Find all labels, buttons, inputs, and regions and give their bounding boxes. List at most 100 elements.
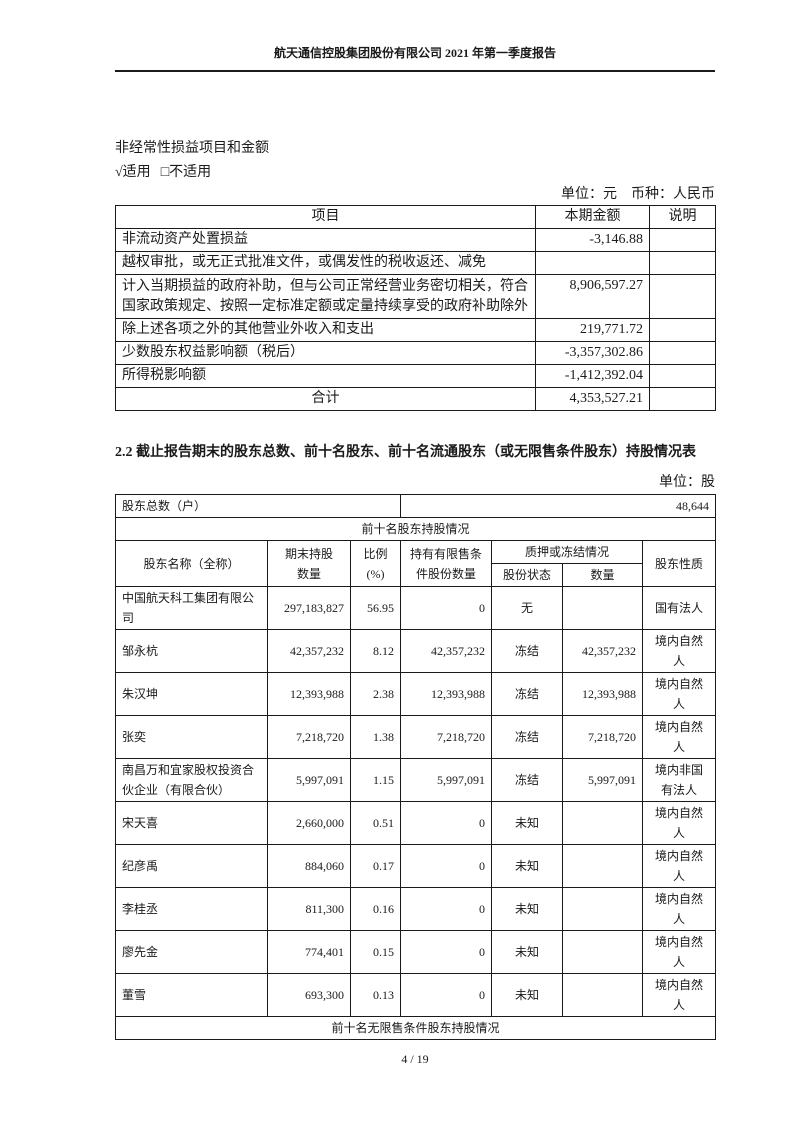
shareholder-name-cell: 南昌万和宜家股权投资合伙企业（有限合伙） bbox=[115, 758, 268, 802]
shareholder-row: 邹永杭 42,357,232 8.12 42,357,232 冻结 42,357… bbox=[115, 629, 717, 673]
shareholder-name-cell: 宋天喜 bbox=[115, 801, 268, 845]
shareholder-row: 张奕 7,218,720 1.38 7,218,720 冻结 7,218,720… bbox=[115, 715, 717, 759]
shares-cell: 297,183,827 bbox=[267, 586, 351, 630]
shareholders-table: 股东总数（户） 48,644 前十名股东持股情况 股东名称（全称） 期末持股 数… bbox=[114, 494, 717, 1040]
status-cell: 冻结 bbox=[491, 672, 564, 716]
nature-cell: 国有法人 bbox=[642, 586, 717, 630]
restricted-cell: 0 bbox=[400, 586, 493, 630]
restricted-cell: 0 bbox=[400, 887, 493, 931]
ratio-cell: 0.13 bbox=[349, 973, 402, 1017]
shareholder-row: 董雪 693,300 0.13 0 未知 境内自然人 bbox=[115, 973, 717, 1017]
shares-cell: 884,060 bbox=[267, 844, 351, 888]
nature-cell: 境内自然人 bbox=[642, 801, 717, 845]
total-label-cell: 合计 bbox=[115, 387, 536, 411]
pledge-qty-cell bbox=[562, 801, 644, 845]
table-row: 除上述各项之外的其他营业外收入和支出 219,771.72 bbox=[115, 318, 716, 342]
nonrecurring-items-table: 项目 本期金额 说明 非流动资产处置损益 -3,146.88 越权审批，或无正式… bbox=[115, 205, 716, 411]
nature-cell: 境内自然人 bbox=[642, 715, 717, 759]
restricted-cell: 0 bbox=[400, 973, 493, 1017]
column-header-restricted-shares: 持有有限售条 件股份数量 bbox=[400, 540, 493, 587]
shareholder-name-cell: 李桂丞 bbox=[115, 887, 268, 931]
shares-cell: 42,357,232 bbox=[267, 629, 351, 673]
note-cell bbox=[649, 387, 716, 411]
column-header-item: 项目 bbox=[115, 205, 536, 229]
pledge-qty-cell: 5,997,091 bbox=[562, 758, 644, 802]
nonrecurring-section-heading: 非经常性损益项目和金额 bbox=[115, 141, 269, 156]
checked-applicable-option: √适用 bbox=[115, 165, 151, 180]
shareholder-row: 李桂丞 811,300 0.16 0 未知 境内自然人 bbox=[115, 887, 717, 931]
shareholder-name-cell: 张奕 bbox=[115, 715, 268, 759]
table-total-row: 合计 4,353,527.21 bbox=[115, 387, 716, 411]
amount-cell: 8,906,597.27 bbox=[535, 274, 650, 319]
pledge-qty-cell bbox=[562, 844, 644, 888]
ratio-cell: 0.15 bbox=[349, 930, 402, 974]
shareholder-row: 南昌万和宜家股权投资合伙企业（有限合伙） 5,997,091 1.15 5,99… bbox=[115, 758, 717, 802]
pledge-qty-cell: 12,393,988 bbox=[562, 672, 644, 716]
pledge-qty-cell bbox=[562, 586, 644, 630]
table-row: 计入当期损益的政府补助，但与公司正常经营业务密切相关，符合国家政策规定、按照一定… bbox=[115, 274, 716, 319]
note-cell bbox=[649, 318, 716, 342]
table-header-row: 股东名称（全称） 期末持股 数量 比例 (%) 持有有限售条 件股份数量 质押或… bbox=[115, 540, 717, 587]
restricted-cell: 0 bbox=[400, 801, 493, 845]
amount-cell bbox=[535, 251, 650, 275]
nature-cell: 境内非国有法人 bbox=[642, 758, 717, 802]
pledge-qty-cell bbox=[562, 973, 644, 1017]
item-cell: 除上述各项之外的其他营业外收入和支出 bbox=[115, 318, 536, 342]
pledge-qty-cell bbox=[562, 887, 644, 931]
nature-cell: 境内自然人 bbox=[642, 672, 717, 716]
page-header: 航天通信控股集团股份有限公司 2021 年第一季度报告 bbox=[115, 46, 715, 72]
item-cell: 所得税影响额 bbox=[115, 364, 536, 388]
page-header-title: 航天通信控股集团股份有限公司 2021 年第一季度报告 bbox=[273, 46, 556, 60]
unchecked-not-applicable-option: □不适用 bbox=[160, 165, 212, 180]
note-cell bbox=[649, 364, 716, 388]
unit-note-shares: 单位：股 bbox=[659, 475, 715, 490]
status-cell: 未知 bbox=[491, 930, 564, 974]
column-header-note: 说明 bbox=[649, 205, 716, 229]
column-header-shareholder-name: 股东名称（全称） bbox=[115, 540, 268, 587]
shareholder-row: 朱汉坤 12,393,988 2.38 12,393,988 冻结 12,393… bbox=[115, 672, 717, 716]
status-cell: 冻结 bbox=[491, 715, 564, 759]
restricted-cell: 0 bbox=[400, 930, 493, 974]
note-cell bbox=[649, 274, 716, 319]
column-header-shares-held: 期末持股 数量 bbox=[267, 540, 351, 587]
shareholder-name-cell: 邹永杭 bbox=[115, 629, 268, 673]
note-cell bbox=[649, 228, 716, 252]
ratio-cell: 2.38 bbox=[349, 672, 402, 716]
item-cell: 非流动资产处置损益 bbox=[115, 228, 536, 252]
shareholder-name-cell: 中国航天科工集团有限公司 bbox=[115, 586, 268, 630]
unit-note-cny: 单位：元 币种：人民币 bbox=[561, 187, 715, 202]
unrestricted-banner: 前十名无限售条件股东持股情况 bbox=[114, 1016, 717, 1040]
amount-cell: -1,412,392.04 bbox=[535, 364, 650, 388]
unrestricted-banner-row: 前十名无限售条件股东持股情况 bbox=[114, 1016, 717, 1040]
nature-cell: 境内自然人 bbox=[642, 930, 717, 974]
shares-cell: 7,218,720 bbox=[267, 715, 351, 759]
ratio-cell: 0.17 bbox=[349, 844, 402, 888]
table-row: 越权审批，或无正式批准文件，或偶发性的税收返还、减免 bbox=[115, 251, 716, 275]
nature-cell: 境内自然人 bbox=[642, 887, 717, 931]
column-header-share-status: 股份状态 bbox=[491, 563, 564, 587]
column-header-ratio: 比例 (%) bbox=[349, 540, 402, 587]
table-header-row: 项目 本期金额 说明 bbox=[115, 205, 716, 229]
nature-cell: 境内自然人 bbox=[642, 629, 717, 673]
top10-banner: 前十名股东持股情况 bbox=[114, 517, 717, 541]
restricted-cell: 42,357,232 bbox=[400, 629, 493, 673]
amount-cell: -3,146.88 bbox=[535, 228, 650, 252]
top10-banner-row: 前十名股东持股情况 bbox=[114, 517, 717, 541]
note-cell bbox=[649, 251, 716, 275]
total-amount-cell: 4,353,527.21 bbox=[535, 387, 650, 411]
column-header-pledge-qty: 数量 bbox=[562, 563, 644, 587]
column-header-amount: 本期金额 bbox=[535, 205, 650, 229]
shareholder-name-cell: 廖先金 bbox=[115, 930, 268, 974]
ratio-cell: 0.51 bbox=[349, 801, 402, 845]
item-cell: 少数股东权益影响额（税后） bbox=[115, 341, 536, 365]
ratio-cell: 1.15 bbox=[349, 758, 402, 802]
shares-cell: 693,300 bbox=[267, 973, 351, 1017]
restricted-cell: 5,997,091 bbox=[400, 758, 493, 802]
shareholder-name-cell: 朱汉坤 bbox=[115, 672, 268, 716]
column-header-shareholder-nature: 股东性质 bbox=[642, 540, 717, 587]
status-cell: 冻结 bbox=[491, 758, 564, 802]
total-shareholders-row: 股东总数（户） 48,644 bbox=[114, 494, 717, 518]
item-cell: 越权审批，或无正式批准文件，或偶发性的税收返还、减免 bbox=[115, 251, 536, 275]
shareholder-row: 廖先金 774,401 0.15 0 未知 境内自然人 bbox=[115, 930, 717, 974]
status-cell: 未知 bbox=[491, 844, 564, 888]
